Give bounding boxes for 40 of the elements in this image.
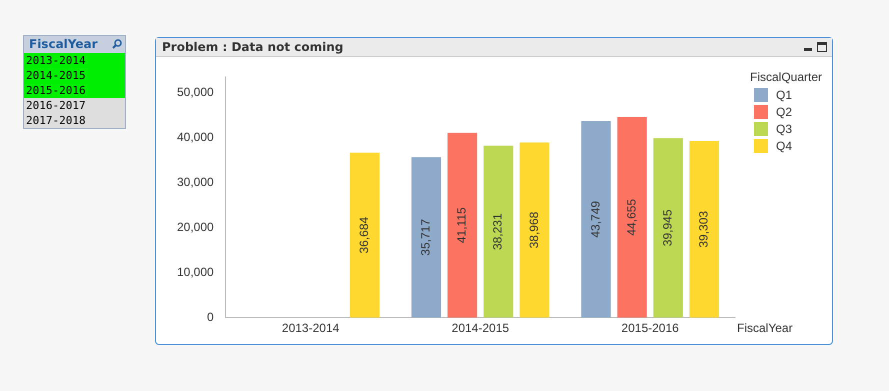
bar	[411, 157, 442, 318]
y-tick-label: 10,000	[177, 264, 214, 279]
text: 2013-2014	[24, 53, 125, 68]
legend-title: FiscalQuarter	[750, 70, 822, 84]
y-tick-label: 30,000	[177, 175, 214, 190]
y-tick-label: 0	[207, 310, 214, 324]
x-tick-label: 2015-2016	[621, 321, 680, 336]
bar	[520, 142, 550, 318]
legend-label: Q4	[775, 139, 794, 155]
text: 2015-2016	[24, 83, 125, 98]
bar	[653, 138, 683, 318]
data-label: 44,655	[624, 198, 638, 236]
data-label: 35,717	[418, 218, 433, 256]
bar	[689, 140, 720, 318]
bar	[484, 146, 514, 318]
bar	[350, 152, 380, 318]
data-label: 41,115	[454, 206, 469, 244]
text: 2014-2015	[24, 68, 125, 83]
legend-label: Q1	[775, 88, 794, 104]
data-label: 39,303	[696, 210, 711, 248]
data-label: 36,684	[357, 216, 372, 254]
y-tick-label: 50,000	[177, 85, 214, 100]
legend-label: Q2	[775, 105, 794, 121]
text: 2017-2018	[25, 113, 87, 128]
text: FiscalYear	[24, 36, 125, 53]
legend-label: Q3	[775, 122, 794, 138]
data-label: 38,231	[490, 213, 505, 250]
x-tick-label: 2014-2015	[452, 321, 510, 336]
chart-title: Problem : Data not coming	[162, 40, 344, 54]
bar	[581, 121, 611, 318]
text: 2016-2017	[25, 98, 87, 113]
data-label: 39,945	[660, 209, 674, 246]
data-label: 38,968	[526, 211, 541, 248]
x-tick-label: 2013-2014	[282, 321, 340, 336]
y-tick-label: 40,000	[177, 130, 214, 144]
y-tick-label: 20,000	[177, 220, 214, 234]
x-axis-title: FiscalYear	[737, 320, 793, 335]
bar	[617, 116, 647, 318]
bar	[448, 132, 478, 318]
data-label: 43,749	[588, 200, 602, 238]
